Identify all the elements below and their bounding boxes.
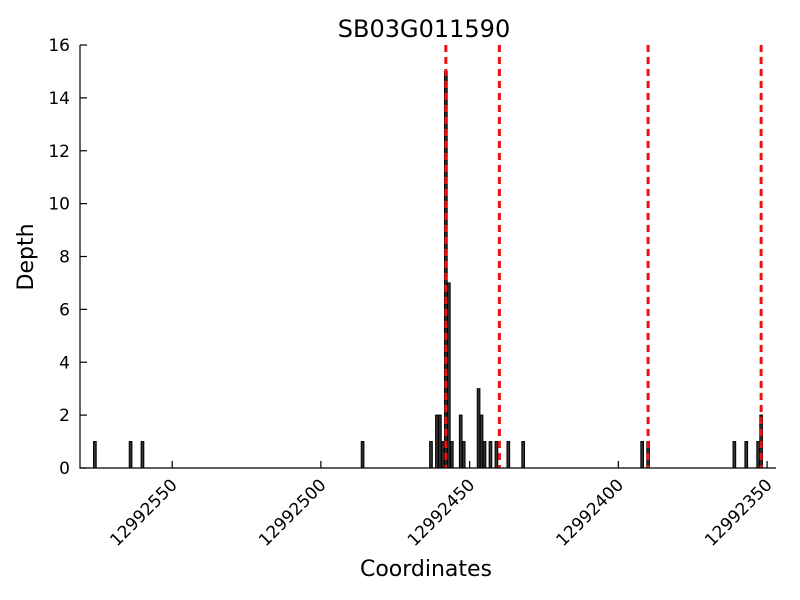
depth-bar [449, 441, 454, 469]
depth-bar [140, 441, 145, 469]
y-tick-label: 16 [48, 36, 70, 56]
depth-bar [446, 282, 451, 469]
depth-bar [494, 441, 499, 469]
depth-bar [461, 441, 466, 469]
depth-bar [732, 441, 737, 469]
depth-bar [479, 414, 484, 469]
y-tick-label: 4 [59, 353, 70, 373]
y-tick-label: 8 [59, 248, 70, 268]
y-tick-label: 0 [59, 459, 70, 479]
reference-lines-layer [444, 45, 763, 468]
depth-bar [435, 414, 439, 469]
x-tick-label: 12992350 [701, 475, 776, 550]
chart-title: SB03G011590 [338, 15, 510, 43]
y-tick-label: 14 [48, 89, 70, 109]
depth-bar [756, 441, 761, 469]
depth-bar [488, 441, 493, 469]
depth-bar [476, 388, 481, 469]
depth-bar [458, 414, 463, 469]
y-tick-label: 2 [59, 406, 70, 426]
x-tick-label: 12992400 [553, 475, 628, 550]
bars-layer [93, 70, 763, 469]
y-tick-label: 10 [48, 195, 70, 215]
x-tick-label: 12992500 [255, 475, 330, 550]
x-axis-label: Coordinates [360, 557, 492, 582]
depth-bar [441, 441, 445, 469]
depth-bar [93, 441, 97, 469]
depth-bar [360, 441, 365, 469]
depth-bar [640, 441, 645, 469]
depth-bar [128, 441, 133, 469]
depth-bar [429, 441, 433, 469]
y-axis: 0 2 4 6 8 10 12 14 16 [48, 36, 87, 479]
depth-bar [506, 441, 511, 469]
y-tick-label: 6 [59, 300, 70, 320]
x-tick-label: 12992550 [106, 475, 181, 550]
axis-frame [79, 45, 776, 469]
depth-bar [482, 441, 487, 469]
depth-bar [744, 441, 749, 469]
x-tick-label: 12992450 [404, 475, 479, 550]
depth-bar [438, 414, 442, 469]
y-axis-label: Depth [14, 223, 39, 290]
x-axis: 12992550 12992500 12992450 12992400 12992350 [106, 461, 777, 551]
y-tick-label: 12 [48, 142, 70, 162]
depth-bar [521, 441, 526, 469]
